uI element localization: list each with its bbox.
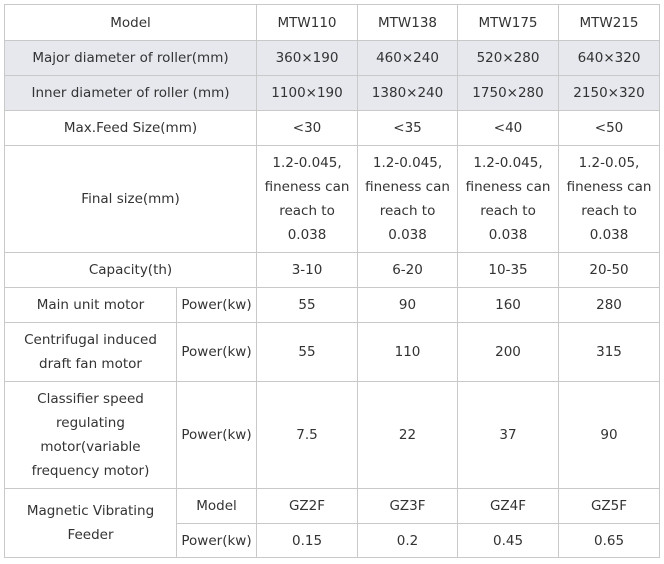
model-header: MTW175 [457, 4, 560, 41]
cell-value: 1.2-0.045, fineness can reach to 0.038 [457, 145, 560, 253]
feeder-power-row: Power(kw) 0.15 0.2 0.45 0.65 [5, 523, 661, 558]
row-label: Magnetic Vibrating Feeder [4, 488, 177, 558]
cell-value: 1.2-0.045, fineness can reach to 0.038 [357, 145, 459, 253]
cell-value: 10-35 [457, 252, 560, 288]
cell-value: 1100×190 [256, 75, 359, 111]
cell-value: 0.45 [457, 523, 560, 558]
row-sublabel: Power(kw) [175, 322, 258, 382]
cell-value: GZ4F [457, 488, 560, 524]
cell-value: 7.5 [256, 381, 359, 489]
cell-value: 160 [457, 287, 560, 323]
cell-value: 1.2-0.05, fineness can reach to 0.038 [558, 145, 661, 253]
feeder-model-row: Magnetic Vibrating Feeder Model GZ2F GZ3… [4, 488, 661, 558]
model-header: MTW110 [256, 4, 359, 41]
cell-value: 2150×320 [558, 75, 661, 111]
cell-value: 55 [256, 322, 359, 382]
cell-line: reach to [581, 203, 637, 219]
final-size-row: Final size(mm) 1.2-0.045, fineness can r… [3, 145, 661, 253]
cell-line: 1.2-0.045, [372, 155, 443, 171]
major-diameter-row: Major diameter of roller(mm) 360×190 460… [3, 40, 661, 76]
cell-line: 0.038 [488, 227, 528, 243]
header-label: Model [3, 4, 258, 41]
label-line: Feeder [67, 527, 114, 543]
cell-line: 1.2-0.045, [272, 155, 342, 171]
cell-line: reach to [279, 203, 335, 219]
row-label: Final size(mm) [3, 145, 258, 253]
model-header: MTW215 [558, 4, 661, 41]
cell-line: 0.038 [287, 227, 327, 243]
cell-line: 0.038 [589, 227, 629, 243]
cell-value: <50 [558, 110, 661, 146]
cell-value: 315 [558, 322, 661, 382]
cell-value: 110 [357, 322, 459, 382]
header-row: Model MTW110 MTW138 MTW175 MTW215 [3, 4, 661, 41]
classifier-motor-row: Classifier speed regulating motor(variab… [4, 381, 661, 489]
cell-line: reach to [379, 203, 436, 219]
row-label: Major diameter of roller(mm) [3, 40, 258, 76]
cell-value: <35 [357, 110, 459, 146]
cell-value: 22 [357, 381, 459, 489]
label-line: Classifier speed [37, 391, 144, 407]
row-label: Inner diameter of roller (mm) [3, 75, 258, 111]
cell-value: GZ3F [357, 488, 459, 524]
spec-table: Model MTW110 MTW138 MTW175 MTW215 Major … [3, 4, 661, 558]
cell-line: fineness can [465, 179, 551, 195]
cell-value: 20-50 [558, 252, 661, 288]
cell-value: <30 [256, 110, 359, 146]
cell-value: GZ2F [256, 488, 359, 524]
cell-value: 1380×240 [357, 75, 459, 111]
cell-value: 55 [256, 287, 359, 323]
label-line: regulating [56, 415, 125, 431]
cell-value: 6-20 [357, 252, 459, 288]
cell-value: 200 [457, 322, 560, 382]
cell-value: 360×190 [256, 40, 359, 76]
label-line: Magnetic Vibrating [26, 503, 155, 519]
cell-value: 0.2 [357, 523, 459, 558]
label-line: draft fan motor [39, 356, 142, 372]
cell-value: 1750×280 [457, 75, 560, 111]
model-header: MTW138 [357, 4, 459, 41]
cell-value: 460×240 [357, 40, 459, 76]
label-line: frequency motor) [31, 463, 150, 479]
cell-value: 0.15 [256, 523, 359, 558]
row-label: Classifier speed regulating motor(variab… [4, 381, 177, 489]
row-label: Main unit motor [4, 287, 177, 323]
cell-line: 1.2-0.05, [578, 155, 640, 171]
cell-value: 640×320 [558, 40, 661, 76]
row-sublabel: Model [175, 488, 258, 524]
row-sublabel: Power(kw) [175, 381, 258, 489]
cell-value: 1.2-0.045, fineness can reach to 0.038 [256, 145, 359, 253]
cell-value: 90 [558, 381, 661, 489]
cell-line: 1.2-0.045, [473, 155, 543, 171]
row-sublabel: Power(kw) [175, 287, 258, 323]
fan-motor-row: Centrifugal induced draft fan motor Powe… [4, 322, 661, 382]
cell-value: 37 [457, 381, 560, 489]
cell-line: fineness can [566, 179, 652, 195]
cell-line: fineness can [264, 179, 350, 195]
label-line: motor(variable [40, 439, 141, 455]
main-motor-row: Main unit motor Power(kw) 55 90 160 280 [4, 287, 661, 323]
row-label: Capacity(th) [3, 252, 258, 288]
cell-value: 280 [558, 287, 661, 323]
cell-line: fineness can [365, 179, 450, 195]
max-feed-row: Max.Feed Size(mm) <30 <35 <40 <50 [3, 110, 661, 146]
cell-value: 0.65 [558, 523, 661, 558]
cell-value: 3-10 [256, 252, 359, 288]
cell-value: 520×280 [457, 40, 560, 76]
cell-value: 90 [357, 287, 459, 323]
inner-diameter-row: Inner diameter of roller (mm) 1100×190 1… [3, 75, 661, 111]
cell-value: <40 [457, 110, 560, 146]
row-label: Max.Feed Size(mm) [3, 110, 258, 146]
capacity-row: Capacity(th) 3-10 6-20 10-35 20-50 [3, 252, 661, 288]
row-label: Centrifugal induced draft fan motor [4, 322, 177, 382]
cell-value: GZ5F [558, 488, 661, 524]
label-line: Centrifugal induced [24, 332, 157, 348]
cell-line: 0.038 [388, 227, 427, 243]
cell-line: reach to [480, 203, 536, 219]
row-sublabel: Power(kw) [175, 523, 258, 558]
